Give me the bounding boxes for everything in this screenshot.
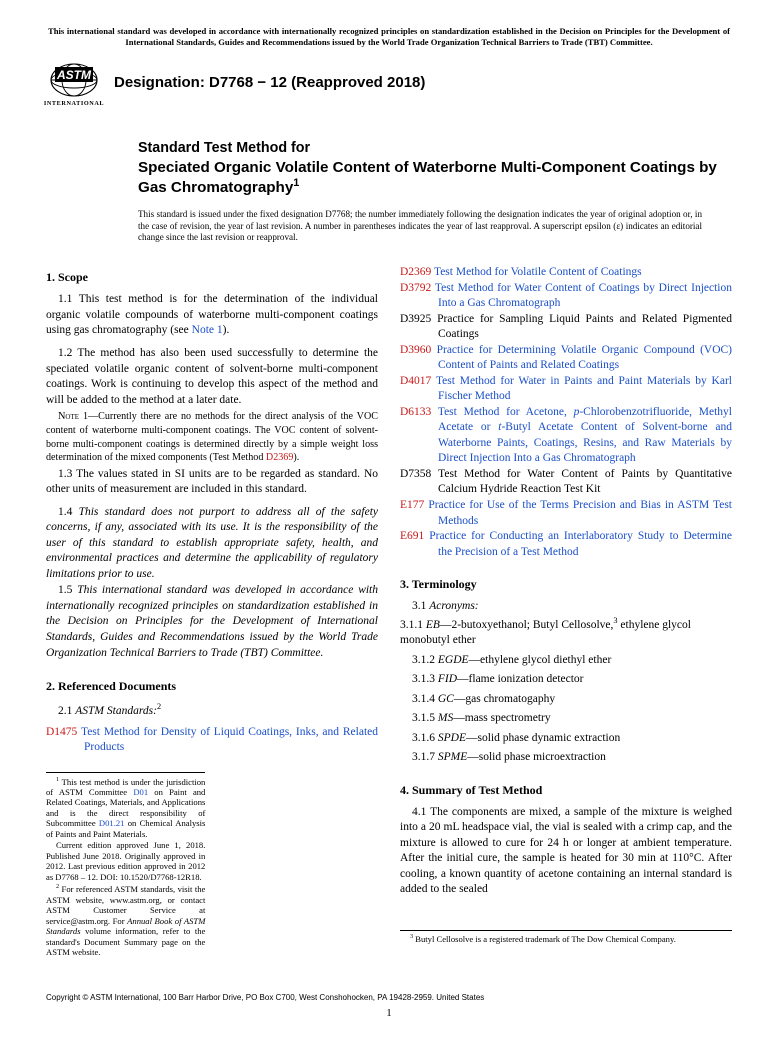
ref-item: D3960 Practice for Determining Volatile … bbox=[400, 343, 732, 374]
para-1-5-text: This international standard was develope… bbox=[46, 584, 378, 658]
note-label: Note bbox=[58, 411, 79, 422]
ref-code-link[interactable]: D3925 bbox=[400, 313, 431, 325]
p21sup: 2 bbox=[157, 702, 161, 711]
fn-d0121-link[interactable]: D01.21 bbox=[99, 818, 125, 828]
ref-title-link[interactable]: Test Method for Volatile Content of Coat… bbox=[434, 266, 642, 278]
top-notice: This international standard was develope… bbox=[46, 26, 732, 47]
section-1-head: 1. Scope bbox=[46, 269, 378, 285]
ref-code-link[interactable]: D3792 bbox=[400, 282, 431, 294]
term-item: 3.1.1 EB—2-butoxyethanol; Butyl Cellosol… bbox=[400, 615, 732, 649]
ref-code-link[interactable]: E691 bbox=[400, 530, 424, 542]
page-number: 1 bbox=[0, 1006, 778, 1021]
footnote-2: 2 For referenced ASTM standards, visit t… bbox=[46, 883, 205, 957]
para-4-1: 4.1 The components are mixed, a sample o… bbox=[400, 805, 732, 898]
footnote-1: 1 This test method is under the jurisdic… bbox=[46, 776, 205, 840]
title-sup: 1 bbox=[293, 177, 299, 189]
ref-item: D7358 Test Method for Water Content of P… bbox=[400, 467, 732, 498]
note1-link[interactable]: Note 1 bbox=[192, 324, 223, 336]
ref-title-link[interactable]: Test Method for Density of Liquid Coatin… bbox=[81, 726, 378, 754]
designation: Designation: D7768 − 12 (Reapproved 2018… bbox=[114, 73, 425, 93]
ref-code-link[interactable]: D7358 bbox=[400, 468, 431, 480]
ref-title-link[interactable]: Practice for Use of the Terms Precision … bbox=[428, 499, 732, 527]
note1-text-b: ). bbox=[293, 452, 299, 463]
ref-code-link[interactable]: D2369 bbox=[400, 266, 431, 278]
title-main-text: Speciated Organic Volatile Content of Wa… bbox=[138, 159, 717, 196]
ref-item: D4017 Test Method for Water in Paints an… bbox=[400, 374, 732, 405]
ref-title-link[interactable]: Test Method for Water Content of Coating… bbox=[435, 282, 732, 310]
logo-label: INTERNATIONAL bbox=[44, 100, 104, 108]
ref-item: D3925 Practice for Sampling Liquid Paint… bbox=[400, 312, 732, 343]
section-4-head: 4. Summary of Test Method bbox=[400, 782, 732, 798]
right-column: D2369 Test Method for Volatile Content o… bbox=[400, 265, 732, 958]
para-1-5: 1.5 This international standard was deve… bbox=[46, 583, 378, 661]
footnote-3: 3 Butyl Cellosolve is a registered trade… bbox=[400, 930, 732, 944]
ref-item: E691 Practice for Conducting an Interlab… bbox=[400, 529, 732, 560]
ref-item: D3792 Test Method for Water Content of C… bbox=[400, 281, 732, 312]
ref-d2369-link[interactable]: D2369 bbox=[266, 452, 293, 463]
para-2-1: 2.1 ASTM Standards:2 bbox=[46, 701, 378, 719]
para-1-1: 1.1 This test method is for the determin… bbox=[46, 292, 378, 339]
para-1-4: 1.4 This standard does not purport to ad… bbox=[46, 505, 378, 583]
note-1: Note 1—Currently there are no methods fo… bbox=[46, 410, 378, 465]
ref-code-link[interactable]: D6133 bbox=[400, 406, 431, 418]
left-column: 1. Scope 1.1 This test method is for the… bbox=[46, 265, 378, 958]
ref-item: D6133 Test Method for Acetone, p-Chlorob… bbox=[400, 405, 732, 467]
issue-note: This standard is issued under the fixed … bbox=[138, 209, 702, 243]
ref-title-link[interactable]: Practice for Conducting an Interlaborato… bbox=[429, 530, 732, 558]
ref-code-link[interactable]: D4017 bbox=[400, 375, 431, 387]
term-item: 3.1.2 EGDE—ethylene glycol diethyl ether bbox=[400, 653, 732, 669]
fn3text: Butyl Cellosolve is a registered tradema… bbox=[413, 934, 676, 944]
footnotes-left: 1 This test method is under the jurisdic… bbox=[46, 772, 205, 958]
p21b: ASTM Standards: bbox=[75, 705, 157, 717]
p21a: 2.1 bbox=[58, 705, 75, 717]
copyright: Copyright © ASTM International, 100 Barr… bbox=[46, 993, 484, 1004]
term-item: 3.1.6 SPDE—solid phase dynamic extractio… bbox=[400, 731, 732, 747]
ref-title-link[interactable]: Practice for Sampling Liquid Paints and … bbox=[437, 313, 732, 341]
astm-logo: ASTM INTERNATIONAL bbox=[46, 57, 102, 108]
ref-code-link[interactable]: D3960 bbox=[400, 344, 431, 356]
ref-item: D1475 Test Method for Density of Liquid … bbox=[46, 725, 378, 756]
ref-title-link[interactable]: Test Method for Water Content of Paints … bbox=[438, 468, 732, 496]
ref-item: D2369 Test Method for Volatile Content o… bbox=[400, 265, 732, 281]
note1-text-a: 1—Currently there are no methods for the… bbox=[46, 411, 378, 463]
term-item: 3.1.5 MS—mass spectrometry bbox=[400, 711, 732, 727]
section-2-head: 2. Referenced Documents bbox=[46, 678, 378, 694]
columns: 1. Scope 1.1 This test method is for the… bbox=[46, 265, 732, 958]
section-3-head: 3. Terminology bbox=[400, 576, 732, 592]
footnote-1b: Current edition approved June 1, 2018. P… bbox=[46, 840, 205, 882]
term-item: 3.1.4 GC—gas chromatogaphy bbox=[400, 692, 732, 708]
svg-text:ASTM: ASTM bbox=[56, 68, 92, 82]
title-block: Standard Test Method for Speciated Organ… bbox=[138, 139, 732, 197]
para-1-2: 1.2 The method has also been used succes… bbox=[46, 346, 378, 408]
page-root: This international standard was develope… bbox=[0, 0, 778, 959]
ref-code-link[interactable]: D1475 bbox=[46, 726, 77, 738]
title-main: Speciated Organic Volatile Content of Wa… bbox=[138, 158, 732, 197]
para-1-4-text: This standard does not purport to addres… bbox=[46, 506, 378, 580]
header-row: ASTM INTERNATIONAL Designation: D7768 − … bbox=[46, 57, 732, 108]
term-item: 3.1.7 SPME—solid phase microextraction bbox=[400, 750, 732, 766]
ref-title-link[interactable]: Test Method for Acetone, p-Chlorobenzotr… bbox=[438, 406, 732, 465]
ref-item: E177 Practice for Use of the Terms Preci… bbox=[400, 498, 732, 529]
ref-title-link[interactable]: Practice for Determining Volatile Organi… bbox=[437, 344, 732, 372]
para-1-3: 1.3 The values stated in SI units are to… bbox=[46, 467, 378, 498]
ref-title-link[interactable]: Test Method for Water in Paints and Pain… bbox=[436, 375, 732, 403]
ref-code-link[interactable]: E177 bbox=[400, 499, 424, 511]
para-1-1-b: ). bbox=[223, 324, 230, 336]
title-pre: Standard Test Method for bbox=[138, 139, 732, 158]
term-item: 3.1.3 FID—flame ionization detector bbox=[400, 672, 732, 688]
para-3-1: 3.1 Acronyms: bbox=[400, 599, 732, 615]
fn-d01-link[interactable]: D01 bbox=[133, 787, 148, 797]
